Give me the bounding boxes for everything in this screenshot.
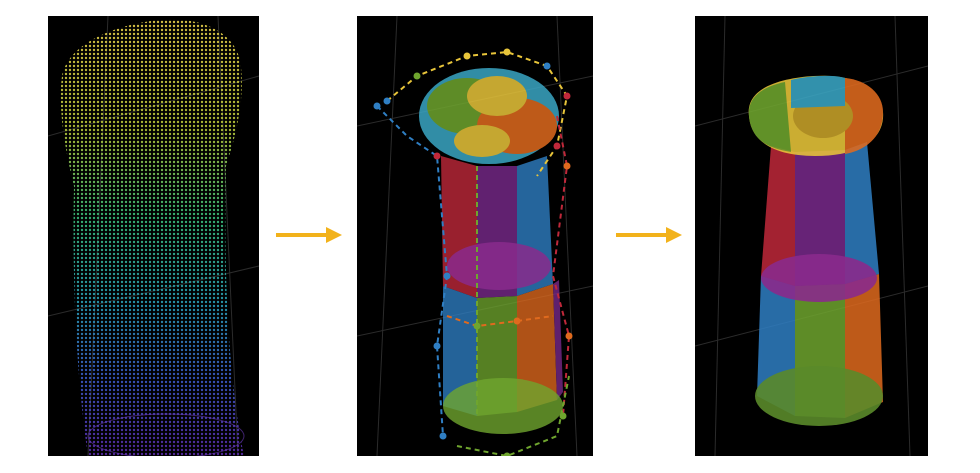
part-fit-panel: [357, 16, 593, 456]
arrow-right-icon: [276, 227, 342, 243]
control-points: [373, 48, 573, 456]
head-segments: [419, 68, 559, 164]
part-fit-plot: [357, 16, 593, 456]
head-segments: [748, 75, 884, 156]
point-cloud-panel: [48, 16, 259, 456]
fitted-surface-panel: [695, 16, 928, 456]
mid-cap: [761, 254, 877, 302]
control-cages: [376, 50, 571, 456]
fitted-surface-plot: [695, 16, 928, 456]
mid-cap: [447, 242, 551, 290]
bottom-cap: [443, 378, 563, 434]
middle-segments: [761, 142, 879, 286]
bottom-cap: [755, 366, 883, 426]
bone-point-cloud: [60, 19, 245, 456]
arrow-right-icon: [616, 227, 682, 243]
point-cloud-plot: [48, 16, 259, 456]
